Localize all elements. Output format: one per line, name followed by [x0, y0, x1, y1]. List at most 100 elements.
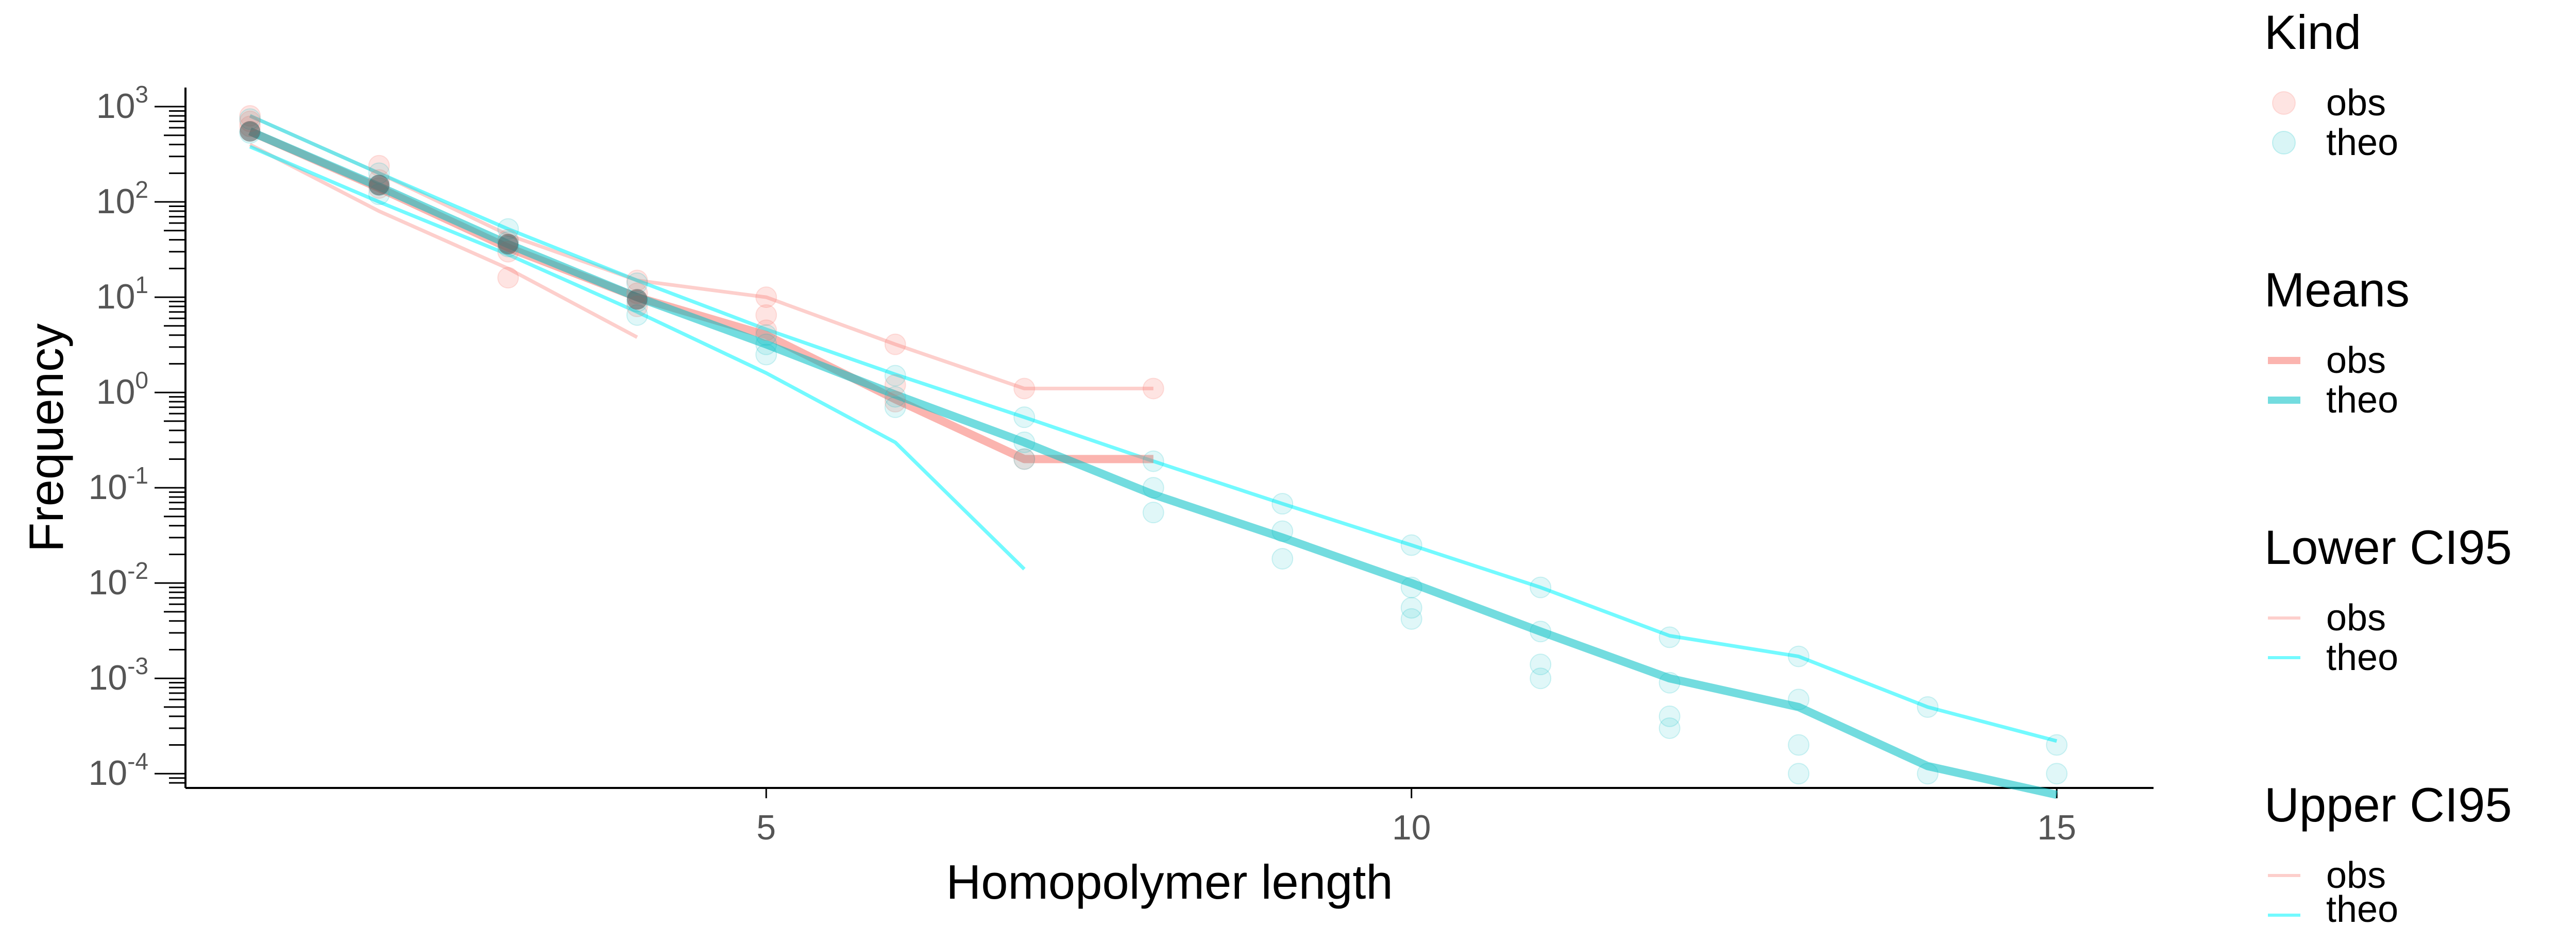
- theo-point: [1530, 576, 1552, 598]
- y-tick-label-base: 10: [88, 468, 127, 507]
- y-minor-ticks: [155, 106, 185, 784]
- theo-point: [1272, 520, 1294, 542]
- y-tick-label-exponent: -4: [127, 748, 148, 775]
- y-tick-label-base: 10: [96, 87, 135, 126]
- theo-point: [2046, 763, 2068, 785]
- y-axis-title: Frequency: [19, 323, 73, 552]
- theo-point: [1142, 450, 1164, 472]
- theo-point: [1400, 576, 1422, 598]
- obs-point: [497, 267, 519, 289]
- theo-point: [1917, 763, 1939, 785]
- y-tick-label-base: 10: [88, 753, 127, 793]
- legend-lower-theo-label: theo: [2326, 637, 2398, 678]
- y-tick-label-base: 10: [96, 277, 135, 316]
- obs-point: [884, 374, 906, 396]
- theo-point: [2046, 734, 2068, 756]
- theo-point: [1400, 597, 1422, 619]
- y-tick-label-exponent: -2: [127, 557, 148, 584]
- obs-point: [755, 319, 777, 341]
- y-tick-label-exponent: 2: [135, 176, 148, 203]
- theo-point: [884, 365, 906, 387]
- y-tick-label: 10-3: [88, 653, 148, 697]
- theo-point: [1272, 493, 1294, 515]
- legend-means-obs-label: obs: [2326, 340, 2386, 381]
- legend-means-title: Means: [2264, 263, 2410, 317]
- legend-kind-obs-label: obs: [2326, 82, 2386, 124]
- x-tick-label: 15: [2037, 808, 2076, 847]
- y-tick-label-base: 10: [88, 563, 127, 602]
- theo-point: [1272, 547, 1294, 570]
- theo-point: [1400, 534, 1422, 556]
- theo-point: [1658, 672, 1681, 694]
- theo-point: [884, 386, 906, 408]
- y-tick-label: 10-1: [88, 462, 148, 507]
- axes: [184, 88, 2154, 789]
- overlap-point: [240, 121, 261, 142]
- theo-point: [755, 333, 777, 355]
- x-ticks: 5 10 15: [756, 788, 2076, 847]
- theo-point: [1142, 477, 1164, 499]
- theo-point: [1530, 621, 1552, 643]
- y-tick-label: 101: [96, 271, 148, 316]
- legend-kind-title: Kind: [2264, 5, 2361, 59]
- theo-point: [755, 344, 777, 366]
- theo-point: [1142, 502, 1164, 524]
- obs-point: [755, 304, 777, 326]
- data-points: [239, 105, 2068, 785]
- obs-point: [884, 333, 906, 355]
- theo-point: [755, 324, 777, 346]
- obs-point: [1013, 377, 1036, 400]
- theo-point: [1917, 696, 1939, 718]
- upper-obs-line: [249, 114, 1154, 390]
- y-tick-label-base: 10: [88, 658, 127, 697]
- theo-point: [1658, 705, 1681, 727]
- y-tick-label: 103: [96, 81, 148, 126]
- obs-point: [755, 286, 777, 308]
- x-axis-title: Homopolymer length: [946, 855, 1393, 909]
- y-tick-label-exponent: -1: [127, 462, 148, 489]
- overlap-point: [626, 289, 648, 310]
- upper-ci-lines: [249, 114, 2057, 743]
- y-tick-label-exponent: 3: [135, 81, 148, 108]
- theo-point: [1400, 608, 1422, 630]
- theo-point: [1658, 717, 1681, 739]
- legend-upper-theo-label: theo: [2326, 889, 2398, 927]
- x-tick-label: 10: [1392, 808, 1431, 847]
- theo-point: [1013, 431, 1036, 453]
- obs-point: [884, 391, 906, 413]
- legend-means-theo-label: theo: [2326, 380, 2398, 421]
- y-tick-label-exponent: 0: [135, 367, 148, 393]
- theo-point: [1788, 734, 1810, 756]
- y-tick-label: 100: [96, 367, 148, 411]
- legend-kind-obs-key: [2272, 91, 2296, 115]
- y-tick-label-base: 10: [96, 182, 135, 221]
- overlap-point: [498, 234, 519, 255]
- theo-point: [1788, 689, 1810, 711]
- y-tick-label: 10-2: [88, 557, 148, 602]
- theo-point: [884, 396, 906, 418]
- legend-lower-obs-label: obs: [2326, 597, 2386, 639]
- y-tick-label-exponent: 1: [135, 271, 148, 298]
- obs-point: [1013, 448, 1036, 470]
- legend: Kind obs theo Means obs theo Lower CI95 …: [2264, 5, 2512, 927]
- overlap-point: [368, 175, 389, 196]
- means-lines: [248, 127, 2058, 799]
- y-tick-label: 10-4: [88, 748, 148, 793]
- y-tick-label-exponent: -3: [127, 653, 148, 679]
- legend-upper-title: Upper CI95: [2264, 778, 2512, 832]
- theo-point: [1013, 406, 1036, 428]
- theo-point: [1530, 654, 1552, 676]
- means-theo-line: [248, 127, 2058, 799]
- legend-upper-obs-label: obs: [2326, 855, 2386, 896]
- lower-obs-line: [249, 143, 638, 339]
- legend-lower-title: Lower CI95: [2264, 520, 2512, 574]
- legend-kind-theo-label: theo: [2326, 122, 2398, 163]
- lower-theo-line: [249, 145, 1026, 571]
- theo-point: [1658, 626, 1681, 648]
- theo-point: [1530, 667, 1552, 690]
- theo-point: [1788, 763, 1810, 785]
- y-tick-label: 102: [96, 176, 148, 221]
- obs-point: [1142, 377, 1164, 400]
